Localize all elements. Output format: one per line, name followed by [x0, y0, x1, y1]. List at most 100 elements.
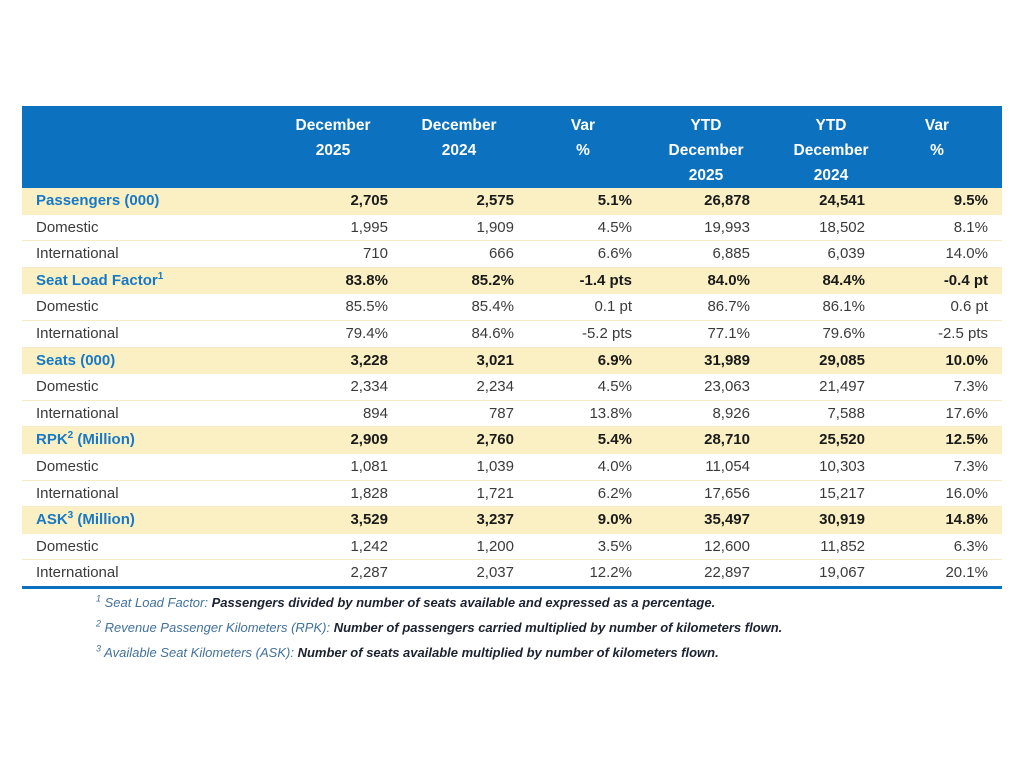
row-domestic: Domestic 2,334 2,234 4.5% 23,063 21,497 … — [22, 373, 1002, 401]
cell-value: 2,334 — [270, 373, 396, 401]
section-row-passengers: Passengers (000) 2,705 2,575 5.1% 26,878… — [22, 188, 1002, 215]
cell-value: 31,989 — [644, 347, 768, 375]
cell-value: 4.5% — [522, 373, 644, 401]
footnote-text: Number of passengers carried multiplied … — [333, 620, 783, 635]
cell-value: 787 — [396, 400, 522, 428]
cell-value: 1,200 — [396, 533, 522, 561]
cell-value: 23,063 — [644, 373, 768, 401]
footnote-rpk: 2 Revenue Passenger Kilometers (RPK): Nu… — [96, 619, 976, 636]
row-label: Passengers (000) — [22, 188, 270, 215]
footnote-term: Revenue Passenger Kilometers (RPK): — [104, 620, 331, 635]
row-label: Domestic — [22, 214, 270, 242]
cell-value: 79.6% — [768, 320, 894, 348]
cell-value: 6.2% — [522, 480, 644, 508]
cell-value: 26,878 — [644, 188, 768, 215]
cell-value: 6.3% — [894, 533, 1002, 561]
cell-value: 12,600 — [644, 533, 768, 561]
cell-value: 2,575 — [396, 188, 522, 215]
cell-value: 20.1% — [894, 559, 1002, 589]
cell-value: 11,852 — [768, 533, 894, 561]
cell-value: 84.0% — [644, 267, 768, 295]
cell-value: 12.5% — [894, 426, 1002, 454]
cell-value: 2,705 — [270, 188, 396, 215]
cell-value: 3,021 — [396, 347, 522, 375]
section-row-rpk: RPK2 (Million) 2,909 2,760 5.4% 28,710 2… — [22, 426, 1002, 454]
cell-value: 1,828 — [270, 480, 396, 508]
cell-value: 3,228 — [270, 347, 396, 375]
col-header-ytd-december-2024: YTD December 2024 — [768, 106, 894, 188]
cell-value: 2,234 — [396, 373, 522, 401]
row-label: International — [22, 240, 270, 268]
cell-value: 11,054 — [644, 453, 768, 481]
footnote-marker: 1 — [96, 593, 102, 604]
cell-value: 666 — [396, 240, 522, 268]
cell-value: -2.5 pts — [894, 320, 1002, 348]
cell-value: 10.0% — [894, 347, 1002, 375]
row-domestic: Domestic 1,081 1,039 4.0% 11,054 10,303 … — [22, 453, 1002, 481]
row-label: Domestic — [22, 373, 270, 401]
row-label: Domestic — [22, 533, 270, 561]
cell-value: 83.8% — [270, 267, 396, 295]
cell-value: 10,303 — [768, 453, 894, 481]
cell-value: 86.7% — [644, 293, 768, 321]
cell-value: 4.5% — [522, 214, 644, 242]
row-label: Domestic — [22, 453, 270, 481]
cell-value: 7.3% — [894, 453, 1002, 481]
cell-value: 30,919 — [768, 506, 894, 534]
row-international: International 710 666 6.6% 6,885 6,039 1… — [22, 240, 1002, 268]
cell-value: 85.2% — [396, 267, 522, 295]
row-label: International — [22, 320, 270, 348]
cell-value: 21,497 — [768, 373, 894, 401]
cell-value: 79.4% — [270, 320, 396, 348]
cell-value: 6,039 — [768, 240, 894, 268]
footnote-seat-load-factor: 1 Seat Load Factor: Passengers divided b… — [96, 594, 976, 611]
cell-value: 2,037 — [396, 559, 522, 589]
cell-value: 1,721 — [396, 480, 522, 508]
cell-value: 3,529 — [270, 506, 396, 534]
row-label: Seats (000) — [22, 347, 270, 375]
cell-value: 35,497 — [644, 506, 768, 534]
cell-value: 19,067 — [768, 559, 894, 589]
cell-value: 0.1 pt — [522, 293, 644, 321]
section-row-seats: Seats (000) 3,228 3,021 6.9% 31,989 29,0… — [22, 347, 1002, 375]
cell-value: 5.4% — [522, 426, 644, 454]
cell-value: 3.5% — [522, 533, 644, 561]
cell-value: 0.6 pt — [894, 293, 1002, 321]
row-international: International 894 787 13.8% 8,926 7,588 … — [22, 400, 1002, 428]
row-domestic: Domestic 1,995 1,909 4.5% 19,993 18,502 … — [22, 214, 1002, 242]
cell-value: 22,897 — [644, 559, 768, 589]
row-label: International — [22, 400, 270, 428]
cell-value: 25,520 — [768, 426, 894, 454]
cell-value: 7,588 — [768, 400, 894, 428]
footnote-marker: 3 — [96, 643, 102, 654]
row-international: International 1,828 1,721 6.2% 17,656 15… — [22, 480, 1002, 508]
cell-value: 17.6% — [894, 400, 1002, 428]
cell-value: 1,081 — [270, 453, 396, 481]
row-label: ASK3 (Million) — [22, 506, 270, 534]
cell-value: 15,217 — [768, 480, 894, 508]
row-label: Seat Load Factor1 — [22, 267, 270, 295]
col-header-december-2024: December 2024 — [396, 106, 522, 188]
section-row-ask: ASK3 (Million) 3,529 3,237 9.0% 35,497 3… — [22, 506, 1002, 534]
cell-value: 1,909 — [396, 214, 522, 242]
cell-value: 28,710 — [644, 426, 768, 454]
footnote-term: Seat Load Factor: — [104, 595, 208, 610]
cell-value: 14.0% — [894, 240, 1002, 268]
col-header-december-2025: December 2025 — [270, 106, 396, 188]
cell-value: 1,242 — [270, 533, 396, 561]
cell-value: 894 — [270, 400, 396, 428]
cell-value: 2,909 — [270, 426, 396, 454]
cell-value: 84.6% — [396, 320, 522, 348]
cell-value: 9.5% — [894, 188, 1002, 215]
row-label: Domestic — [22, 293, 270, 321]
cell-value: 5.1% — [522, 188, 644, 215]
cell-value: 16.0% — [894, 480, 1002, 508]
traffic-stats-table: December 2025 December 2024 Var % YTD De… — [22, 106, 1002, 589]
cell-value: 2,760 — [396, 426, 522, 454]
cell-value: 6.6% — [522, 240, 644, 268]
cell-value: 9.0% — [522, 506, 644, 534]
cell-value: 7.3% — [894, 373, 1002, 401]
cell-value: 6,885 — [644, 240, 768, 268]
cell-value: 710 — [270, 240, 396, 268]
